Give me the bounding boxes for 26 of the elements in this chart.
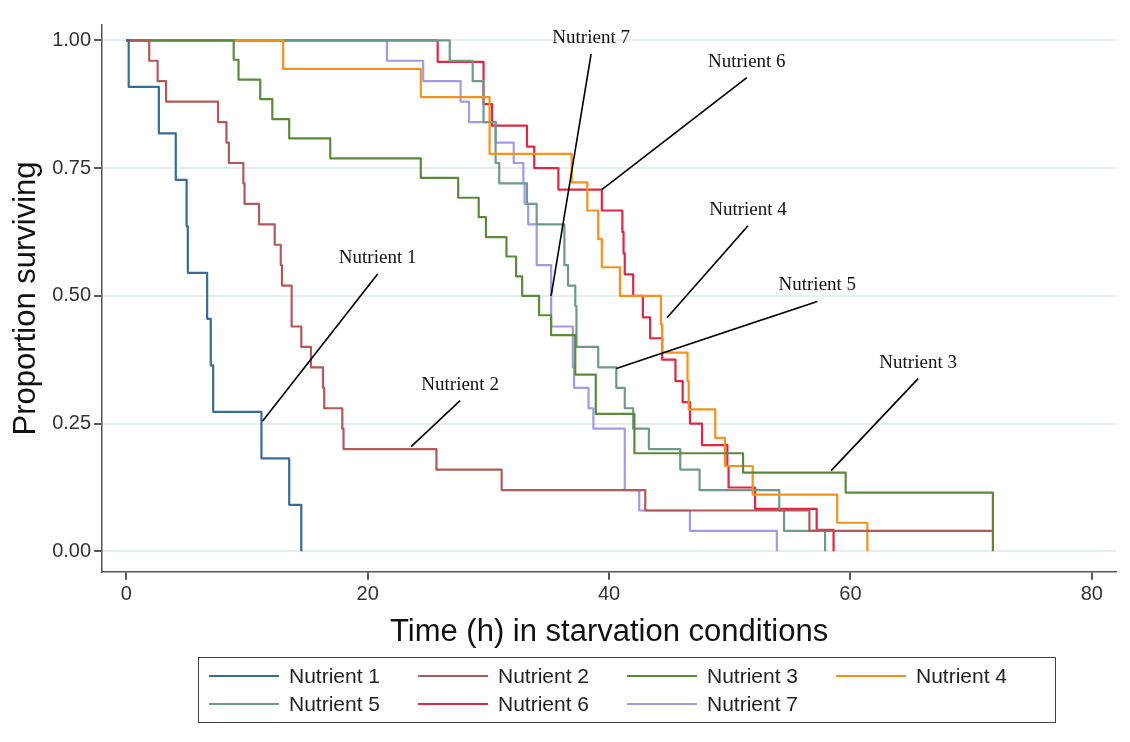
x-tick-label: 60: [839, 582, 862, 605]
y-tick-label: 0.25: [52, 411, 92, 434]
legend-label: Nutrient 3: [707, 664, 799, 688]
legend-label: Nutrient 7: [707, 692, 799, 716]
y-tick-label: 1.00: [52, 27, 92, 50]
annotation: Nutrient 4: [709, 197, 788, 219]
x-tick-label: 40: [597, 582, 621, 605]
annotation: Nutrient 3: [879, 350, 957, 372]
annotation: Nutrient 5: [778, 273, 857, 295]
x-tick-label: 20: [356, 582, 379, 605]
legend-label: Nutrient 1: [289, 664, 381, 688]
x-tick-label: 80: [1080, 582, 1103, 605]
y-tick-label: 0.00: [52, 538, 92, 561]
x-tick-label: 0: [120, 582, 132, 605]
annotation: Nutrient 2: [421, 372, 499, 394]
y-axis-title: Proportion surviving: [7, 161, 43, 436]
y-tick-label: 0.75: [52, 155, 92, 178]
legend-label: Nutrient 6: [498, 692, 590, 716]
annotation: Nutrient 1: [338, 246, 417, 268]
annotation: Nutrient 6: [708, 49, 786, 71]
annotation: Nutrient 7: [552, 25, 630, 47]
legend-label: Nutrient 2: [498, 664, 590, 688]
y-tick-label: 0.50: [52, 283, 92, 306]
x-axis-title: Time (h) in starvation conditions: [389, 612, 829, 648]
legend-label: Nutrient 4: [916, 664, 1008, 688]
legend-label: Nutrient 5: [289, 692, 381, 716]
